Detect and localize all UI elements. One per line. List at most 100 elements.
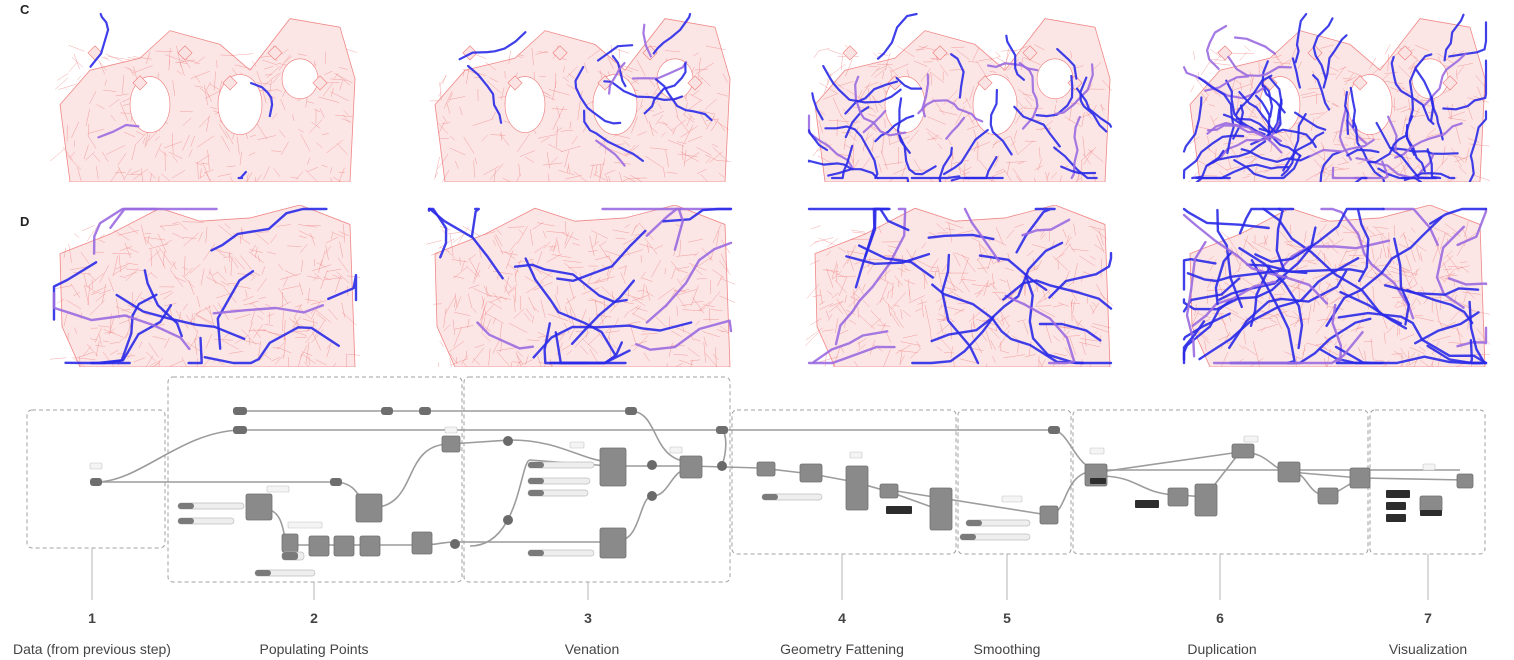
dark-panel-3 xyxy=(886,506,912,514)
vein-layer xyxy=(807,12,1113,182)
node-tag-7 xyxy=(849,451,863,459)
component-node-21 xyxy=(1231,443,1255,459)
param-pill-8 xyxy=(90,478,102,486)
component-node-7 xyxy=(411,531,433,555)
component-node-17 xyxy=(1039,505,1059,525)
relay-node-4 xyxy=(647,460,657,470)
step-number-3: 3 xyxy=(584,610,592,626)
relay-node-5 xyxy=(647,491,657,501)
vein-layer xyxy=(1182,207,1488,365)
relay-node-2 xyxy=(503,515,513,525)
mesh-layer xyxy=(50,18,357,182)
step-number-5: 5 xyxy=(1003,610,1011,626)
node-tag-6 xyxy=(669,446,683,454)
step-label-4: Geometry Fattening xyxy=(780,641,904,657)
node-tag-5 xyxy=(569,441,585,449)
slider-knob-4 xyxy=(528,478,544,484)
slider-knob-6 xyxy=(528,550,544,556)
nodes xyxy=(89,407,1474,577)
dark-panel-6 xyxy=(1386,502,1406,510)
dark-panel-1 xyxy=(1135,500,1159,508)
component-node-22 xyxy=(1277,461,1301,483)
component-node-15 xyxy=(879,483,899,499)
step-number-7: 7 xyxy=(1424,610,1432,626)
component-node-1 xyxy=(245,493,273,521)
slider-knob-11 xyxy=(282,552,298,560)
vein-layer xyxy=(807,207,1113,365)
component-node-5 xyxy=(333,535,355,557)
step-group-4 xyxy=(731,409,957,555)
dark-panel-5 xyxy=(1386,490,1410,498)
mesh-layer xyxy=(429,18,731,182)
slider-knob-10 xyxy=(255,570,271,576)
step-number-2: 2 xyxy=(310,610,318,626)
vein-layer xyxy=(52,207,358,365)
component-node-26 xyxy=(1456,473,1474,489)
param-pill-6 xyxy=(716,426,728,434)
wire-10 xyxy=(889,469,1101,516)
render-panel-c-1 xyxy=(50,10,360,182)
render-panel-d-3 xyxy=(805,205,1115,367)
wire-6 xyxy=(469,459,611,547)
node-tag-4 xyxy=(444,426,458,434)
component-node-2 xyxy=(355,493,383,523)
vein-layer xyxy=(427,207,733,365)
node-tag-8 xyxy=(1001,495,1023,503)
render-panel-c-4 xyxy=(1180,10,1490,182)
wire-4 xyxy=(369,443,451,509)
step-group-7 xyxy=(1369,409,1486,555)
component-node-25 xyxy=(1419,495,1443,513)
param-pill-3 xyxy=(381,407,393,415)
step-label-2: Populating Points xyxy=(259,641,369,657)
slider-knob-9 xyxy=(960,534,976,540)
render-panel-c-2 xyxy=(425,10,735,182)
component-node-23 xyxy=(1317,487,1339,505)
step-label-6: Duplication xyxy=(1187,641,1257,657)
slider-knob-2 xyxy=(178,518,194,524)
component-node-8 xyxy=(441,435,461,453)
component-node-11 xyxy=(679,455,703,479)
node-tag-11 xyxy=(1422,463,1436,471)
component-node-24 xyxy=(1349,467,1371,489)
vein-layer xyxy=(1182,12,1488,182)
vein-layer xyxy=(89,12,274,180)
render-panel-c-3 xyxy=(805,10,1115,182)
param-pill-2 xyxy=(233,426,247,434)
node-tag-1 xyxy=(89,462,103,470)
step-number-4: 4 xyxy=(838,610,846,626)
component-node-4 xyxy=(308,535,330,557)
relay-node-3 xyxy=(450,539,460,549)
relay-node-1 xyxy=(503,436,513,446)
render-panel-d-1 xyxy=(50,205,360,367)
wire-5 xyxy=(449,439,611,463)
node-tag-3 xyxy=(287,521,323,529)
wire-7 xyxy=(259,507,610,546)
component-node-9 xyxy=(599,447,627,487)
step-group-1 xyxy=(26,409,166,549)
wire-14 xyxy=(1359,477,1466,481)
mesh-layer xyxy=(805,205,1114,367)
render-panel-d-4 xyxy=(1180,205,1490,367)
step-label-7: Visualization xyxy=(1388,641,1468,657)
slider-knob-5 xyxy=(528,490,544,496)
dark-panel-7 xyxy=(1386,514,1406,522)
dark-panel-2 xyxy=(1420,510,1442,516)
slider-knob-1 xyxy=(178,503,194,509)
mesh-layer xyxy=(50,205,360,367)
row-label-c: C xyxy=(20,2,30,17)
step-label-5: Smoothing xyxy=(973,641,1041,657)
param-pill-4 xyxy=(419,407,431,415)
component-node-13 xyxy=(799,463,823,483)
component-node-20 xyxy=(1194,483,1218,517)
step-group-6 xyxy=(1072,409,1369,555)
param-pill-7 xyxy=(1048,426,1060,434)
slider-knob-3 xyxy=(528,462,544,468)
vein-layer xyxy=(458,12,713,167)
component-node-12 xyxy=(756,461,776,477)
step-group-2 xyxy=(167,376,463,583)
node-tag-10 xyxy=(1243,435,1259,443)
render-panel-d-2 xyxy=(425,205,735,367)
wire-15 xyxy=(719,429,727,467)
component-node-10 xyxy=(599,527,627,559)
node-graph xyxy=(26,376,1486,600)
